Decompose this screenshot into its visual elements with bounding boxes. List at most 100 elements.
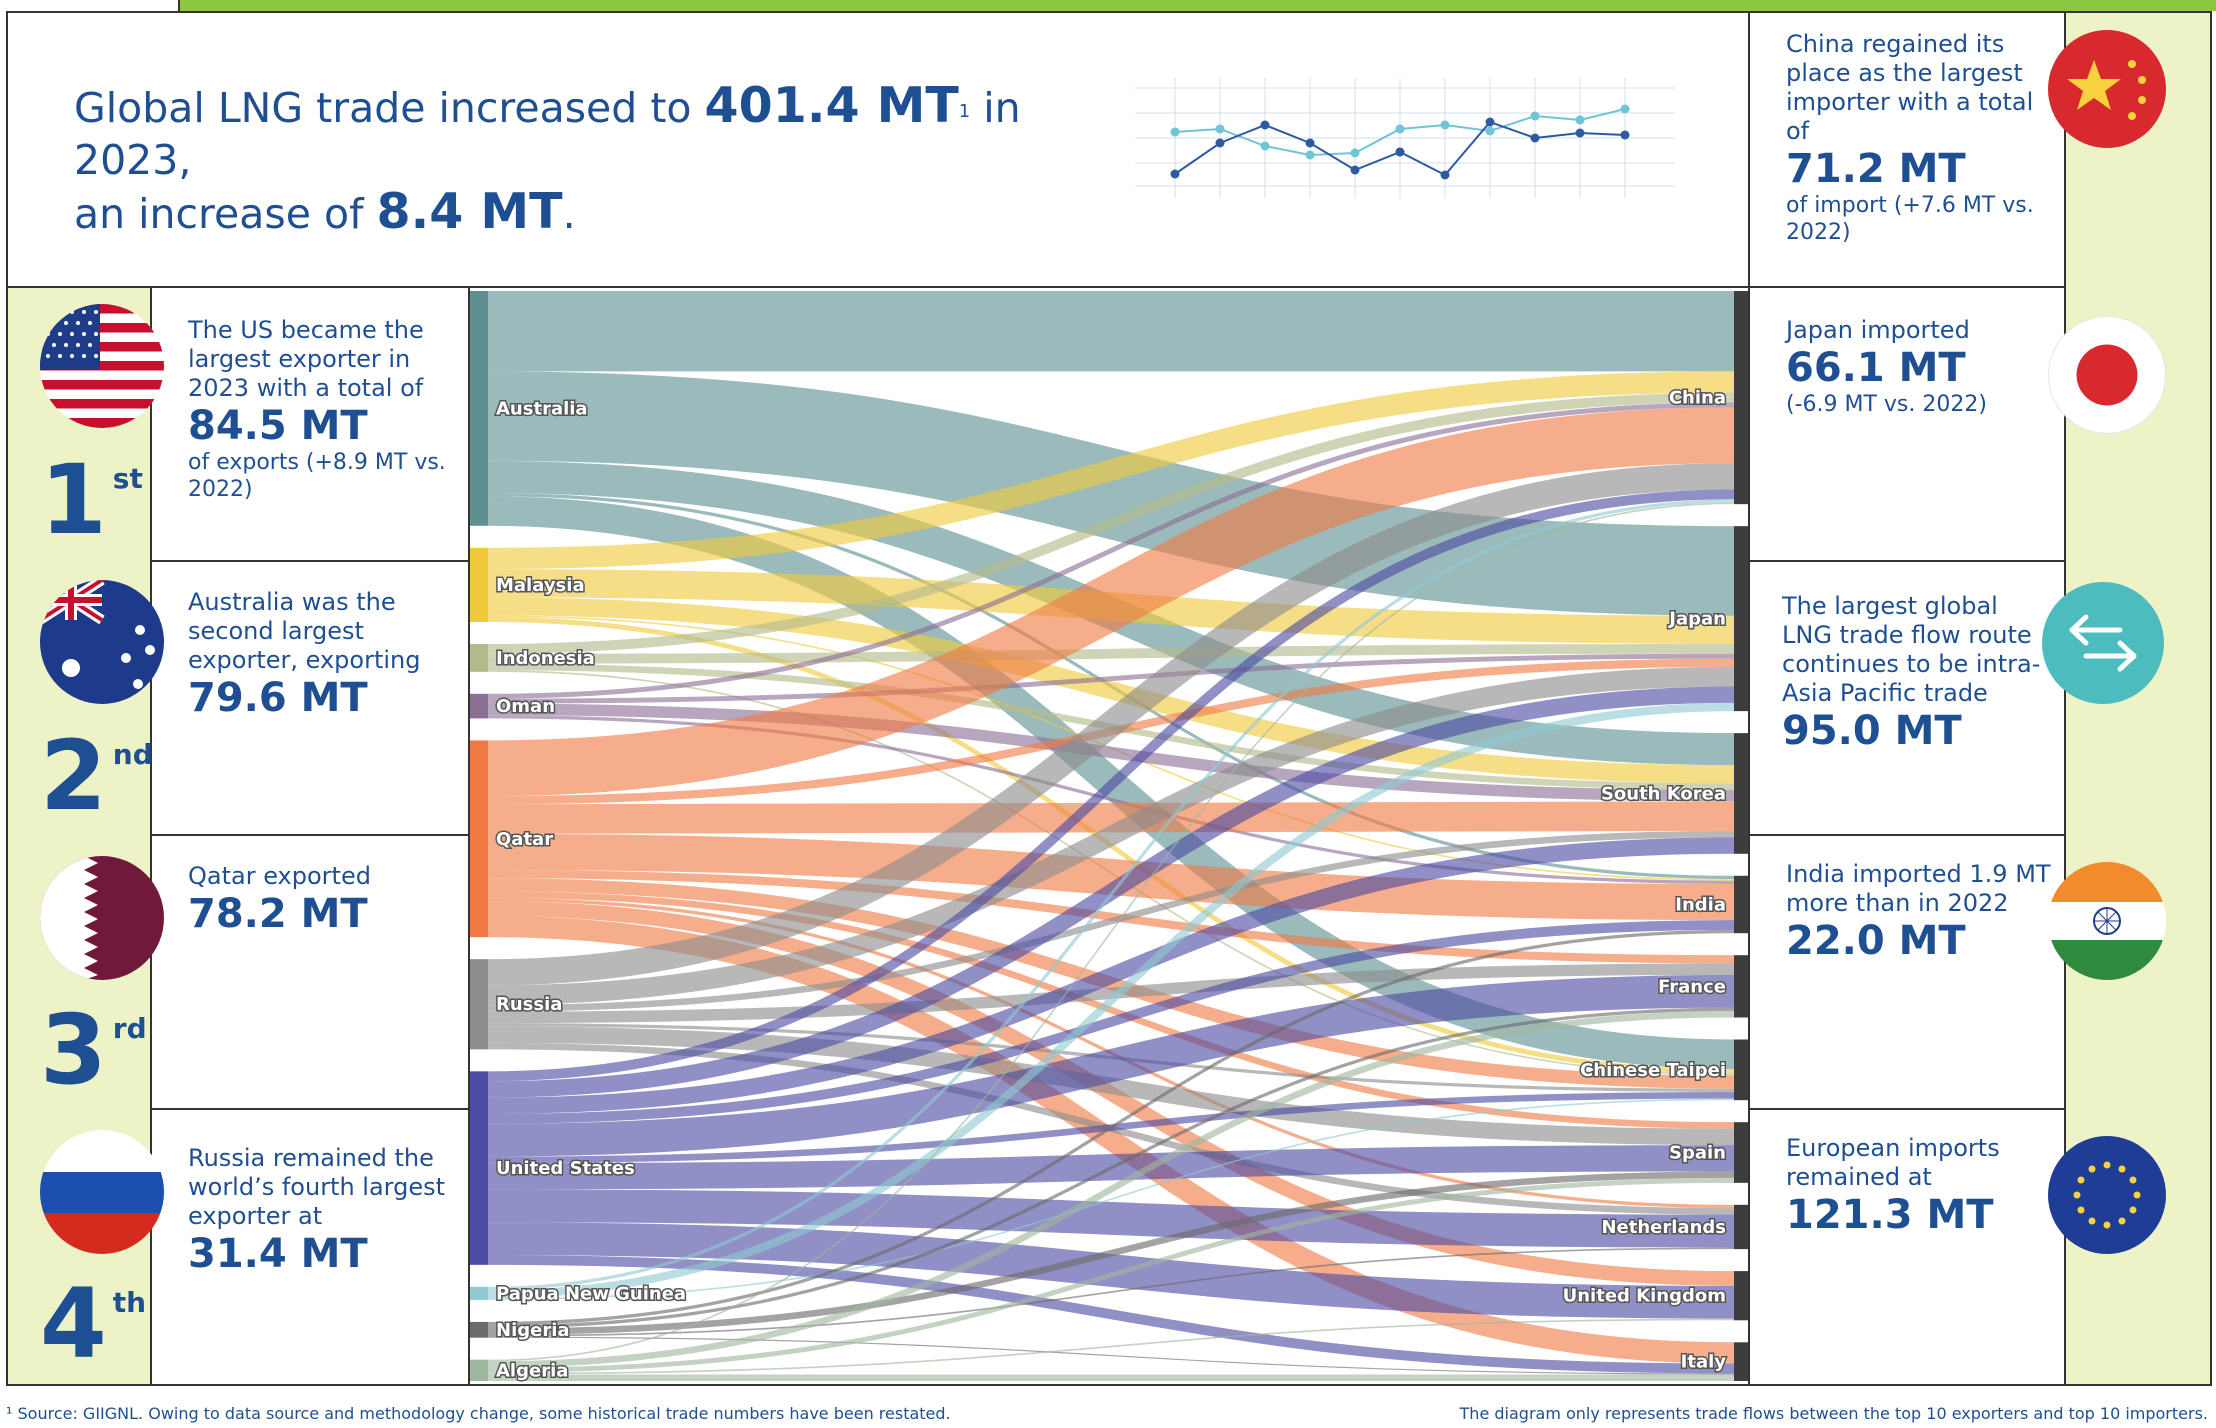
importer-label-china: China bbox=[1669, 388, 1726, 409]
exporter-desc-1: The US became the largest exporter in 20… bbox=[188, 316, 424, 402]
importer-node-united-kingdom bbox=[1734, 1271, 1748, 1321]
exporter-node-australia bbox=[470, 291, 488, 526]
importer-label-japan: Japan bbox=[1667, 609, 1726, 630]
subtitle-value: 8.4 MT bbox=[376, 183, 563, 240]
title-value: 401.4 MT bbox=[704, 77, 959, 134]
flow-nigeria-to-netherlands bbox=[487, 1247, 1735, 1337]
importer-desc-4: India imported 1.9 MT more than in 2022 bbox=[1786, 860, 2051, 917]
exporter-label-malaysia: Malaysia bbox=[496, 575, 585, 596]
importer-node-india bbox=[1734, 875, 1748, 934]
importer-text-2: Japan imported 66.1 MT (-6.9 MT vs. 2022… bbox=[1786, 316, 2056, 418]
flow-qatar-to-india bbox=[487, 833, 1735, 921]
exporter-desc-4: Russia remained the world’s fourth large… bbox=[188, 1144, 446, 1230]
exporter-label-qatar: Qatar bbox=[496, 829, 553, 850]
importer-desc-5: European imports remained at bbox=[1786, 1134, 2000, 1191]
importer-label-chinese-taipei: Chinese Taipei bbox=[1580, 1060, 1726, 1081]
flow-russia-to-france bbox=[487, 963, 1735, 1024]
importer-label-italy: Italy bbox=[1681, 1352, 1727, 1373]
importer-label-south-korea: South Korea bbox=[1601, 783, 1726, 804]
exporter-text-4: Russia remained the world’s fourth large… bbox=[188, 1144, 458, 1277]
flow-algeria-to-spain bbox=[487, 1177, 1735, 1373]
exporter-node-russia bbox=[470, 959, 488, 1050]
exporter-desc-2: Australia was the second largest exporte… bbox=[188, 588, 421, 674]
importer-text-1: China regained its place as the largest … bbox=[1786, 30, 2056, 246]
importer-node-france bbox=[1734, 955, 1748, 1018]
importer-value-1: 71.2 MT bbox=[1786, 146, 1966, 192]
exporter-node-oman bbox=[470, 693, 488, 719]
decorative-line-chart-icon bbox=[1135, 78, 1675, 198]
importer-node-south-korea bbox=[1734, 733, 1748, 854]
exporter-label-papua-new-guinea: Papua New Guinea bbox=[496, 1283, 686, 1304]
exporter-node-nigeria bbox=[470, 1321, 488, 1338]
flow-malaysia-to-south-korea bbox=[487, 597, 1735, 784]
flow-oman-to-south-korea bbox=[487, 703, 1735, 802]
exporter-node-malaysia bbox=[470, 547, 488, 622]
importer-note-1: of import (+7.6 MT vs. 2022) bbox=[1786, 193, 2034, 245]
importer-value-4: 22.0 MT bbox=[1786, 918, 1966, 964]
us-flag-icon bbox=[40, 304, 164, 428]
qatar-flag-icon bbox=[40, 856, 164, 980]
source-footnote: ¹ Source: GIIGNL. Owing to data source a… bbox=[6, 1404, 951, 1423]
flow-united-states-to-france bbox=[487, 974, 1735, 1157]
importer-value-2: 66.1 MT bbox=[1786, 345, 1966, 391]
importer-label-india: India bbox=[1675, 894, 1726, 915]
exporter-node-algeria bbox=[470, 1359, 488, 1381]
eu-flag-icon bbox=[2048, 1136, 2166, 1254]
flow-united-states-to-china bbox=[487, 489, 1735, 1082]
importer-text-3: The largest global LNG trade flow route … bbox=[1782, 592, 2054, 754]
importer-node-chinese-taipei bbox=[1734, 1039, 1748, 1101]
australia-flag-icon bbox=[40, 580, 164, 704]
flow-nigeria-to-spain bbox=[487, 1171, 1735, 1336]
importer-desc-2: Japan imported bbox=[1786, 316, 1970, 344]
top-green-strip bbox=[180, 0, 2216, 11]
flow-russia-to-china bbox=[487, 463, 1735, 986]
exporter-node-united-states bbox=[470, 1071, 488, 1265]
flow-nigeria-to-india bbox=[487, 929, 1735, 1326]
flow-australia-to-japan bbox=[487, 371, 1735, 616]
importer-text-4: India imported 1.9 MT more than in 2022 … bbox=[1786, 860, 2056, 964]
title-footnote-mark: 1 bbox=[958, 101, 971, 122]
china-flag-icon bbox=[2048, 30, 2166, 148]
importer-text-5: European imports remained at 121.3 MT bbox=[1786, 1134, 2056, 1238]
flow-malaysia-to-china bbox=[487, 371, 1735, 570]
flow-nigeria-to-italy bbox=[487, 1336, 1735, 1375]
russia-flag-icon bbox=[40, 1130, 164, 1254]
exporter-label-algeria: Algeria bbox=[496, 1360, 568, 1381]
flow-papua-new-guinea-to-china bbox=[487, 499, 1735, 1291]
title-text: Global LNG trade increased to bbox=[74, 84, 705, 132]
flow-russia-to-south-korea bbox=[487, 830, 1735, 1012]
india-flag-icon bbox=[2048, 862, 2166, 980]
flow-united-states-to-south-korea bbox=[487, 837, 1735, 1114]
importer-node-spain bbox=[1734, 1122, 1748, 1183]
importer-note-2: (-6.9 MT vs. 2022) bbox=[1786, 392, 1987, 417]
importer-node-italy bbox=[1734, 1342, 1748, 1381]
flow-algeria-to-china bbox=[487, 502, 1735, 1362]
importer-value-5: 121.3 MT bbox=[1786, 1192, 1994, 1238]
importer-desc-1: China regained its place as the largest … bbox=[1786, 30, 2034, 145]
japan-flag-icon bbox=[2048, 316, 2166, 434]
flow-qatar-to-china bbox=[487, 407, 1735, 797]
importer-desc-3: The largest global LNG trade flow route … bbox=[1782, 592, 2041, 707]
flow-united-states-to-india bbox=[487, 920, 1735, 1124]
exporter-label-russia: Russia bbox=[496, 994, 562, 1015]
exporter-value-2: 79.6 MT bbox=[188, 675, 368, 721]
exporter-node-papua-new-guinea bbox=[470, 1286, 488, 1300]
flow-russia-to-japan bbox=[487, 666, 1735, 1006]
flow-qatar-to-south-korea bbox=[487, 801, 1735, 834]
flow-indonesia-to-japan bbox=[487, 643, 1735, 664]
page-title: Global LNG trade increased to 401.4 MT1 … bbox=[74, 80, 1084, 240]
exporter-label-australia: Australia bbox=[496, 398, 588, 419]
exporter-label-indonesia: Indonesia bbox=[496, 648, 595, 669]
subtitle-end: . bbox=[562, 190, 576, 238]
exporter-node-indonesia bbox=[470, 643, 488, 672]
importer-node-netherlands bbox=[1734, 1204, 1748, 1250]
importer-node-japan bbox=[1734, 526, 1748, 712]
importer-node-china bbox=[1734, 291, 1748, 505]
importer-card-5 bbox=[1748, 1108, 2066, 1386]
flow-indonesia-to-china bbox=[487, 392, 1735, 654]
importer-label-spain: Spain bbox=[1669, 1143, 1726, 1164]
exporter-note-1: of exports (+8.9 MT vs. 2022) bbox=[188, 450, 446, 502]
